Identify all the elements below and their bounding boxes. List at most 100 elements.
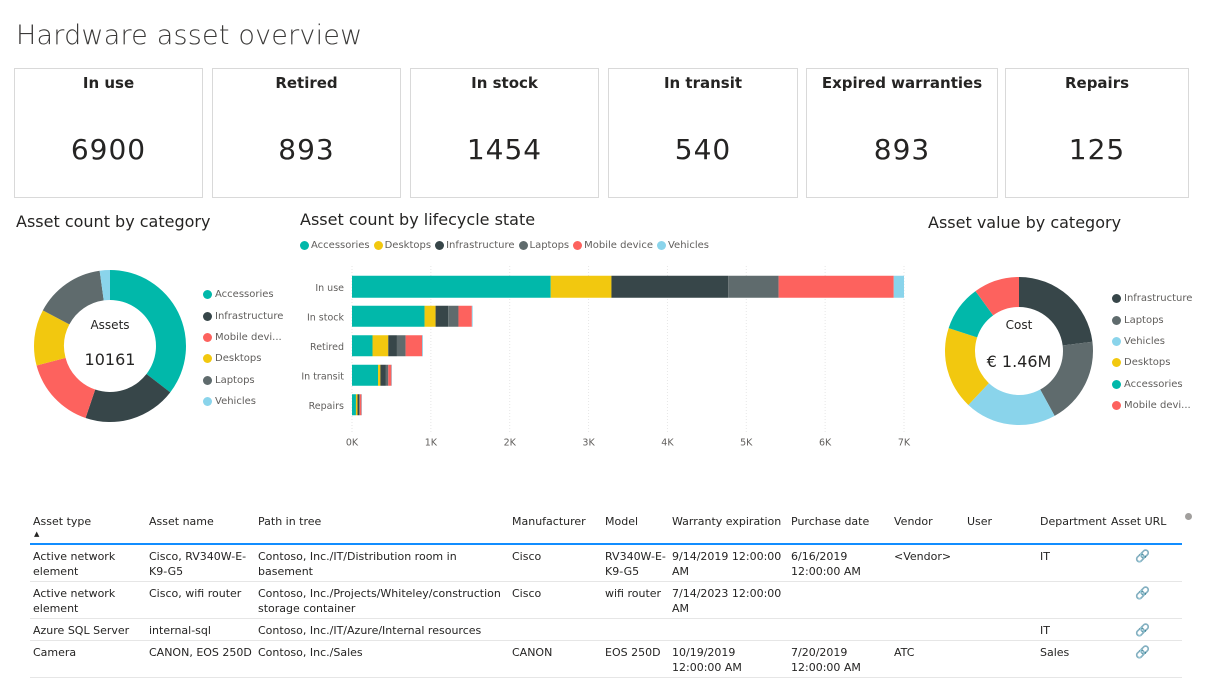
bar-segment-in-stock-desktops[interactable]	[424, 305, 436, 327]
legend-item-accessories[interactable]: Accessories	[1112, 374, 1192, 395]
donut-slice-laptops[interactable]	[42, 270, 104, 325]
bar-segment-in-use-infrastructure[interactable]	[611, 275, 729, 298]
bar-segment-in-transit-infrastructure[interactable]	[380, 364, 386, 386]
table-cell-warranty-expiration: 9/14/2019 12:00:00 AM	[669, 544, 788, 582]
legend-item-vehicles[interactable]: Vehicles	[1112, 331, 1192, 352]
column-header-warranty-expiration[interactable]: Warranty expiration	[669, 513, 788, 545]
column-header-asset-name[interactable]: Asset name	[146, 513, 255, 545]
bar-segment-in-transit-mobile-device[interactable]	[388, 364, 392, 386]
donut-slice-mobile-device[interactable]	[975, 277, 1019, 316]
legend-label: Accessories	[215, 289, 274, 301]
legend-item-mobile-device[interactable]: Mobile device	[573, 240, 653, 251]
legend-item-laptops[interactable]: Laptops	[518, 240, 569, 251]
donut-slice-vehicles[interactable]	[968, 383, 1055, 425]
bar-segment-in-use-vehicles[interactable]	[893, 275, 904, 298]
donut-slice-desktops[interactable]	[34, 310, 70, 366]
legend-item-infrastructure[interactable]: Infrastructure	[1112, 288, 1192, 309]
legend-item-desktops[interactable]: Desktops	[1112, 352, 1192, 373]
bar-segment-in-stock-accessories[interactable]	[352, 305, 425, 327]
bar-segment-retired-infrastructure[interactable]	[388, 335, 397, 357]
legend-item-vehicles[interactable]: Vehicles	[656, 240, 709, 251]
column-header-purchase-date[interactable]: Purchase date	[788, 513, 891, 545]
bar-segment-retired-desktops[interactable]	[372, 335, 389, 357]
column-header-asset-url[interactable]: Asset URL	[1108, 513, 1182, 545]
bar-segment-in-use-accessories[interactable]	[352, 275, 551, 298]
donut-slice-vehicles[interactable]	[99, 270, 110, 301]
link-icon[interactable]: 🔗	[1135, 586, 1150, 600]
donut-slice-accessories[interactable]	[948, 291, 994, 338]
link-icon[interactable]: 🔗	[1135, 623, 1150, 637]
bar-segment-in-transit-laptops[interactable]	[385, 364, 389, 386]
kpi-card-in-use[interactable]: In use 6900	[14, 68, 203, 198]
column-header-user[interactable]: User	[964, 513, 1037, 545]
bar-segment-in-use-desktops[interactable]	[550, 275, 612, 298]
bar-segment-in-stock-laptops[interactable]	[448, 305, 459, 327]
column-header-vendor[interactable]: Vendor	[891, 513, 964, 545]
lifecycle-bar-chart[interactable]: 0K 1K 2K 3K 4K 5K 6K 7K In use In stock Retired In …	[296, 258, 916, 458]
kpi-label: In stock	[471, 74, 538, 92]
bar-segment-repairs-desktops[interactable]	[355, 394, 358, 416]
donut-slice-mobile-device[interactable]	[36, 357, 96, 418]
bar-segment-in-transit-desktops[interactable]	[378, 364, 381, 386]
table-row[interactable]: Active network element Cisco, wifi router…	[30, 581, 1182, 619]
bar-segment-in-transit-accessories[interactable]	[352, 364, 379, 386]
donut-slice-desktops[interactable]	[945, 328, 989, 405]
asset-count-donut[interactable]	[30, 266, 190, 426]
donut-slice-laptops[interactable]	[1040, 341, 1093, 416]
table-cell-vendor: <Vendor>	[891, 544, 964, 582]
donut-slice-infrastructure[interactable]	[1019, 277, 1093, 346]
legend-item-mobile-devi[interactable]: Mobile devi...	[203, 327, 283, 348]
kpi-card-in-stock[interactable]: In stock 1454	[410, 68, 599, 198]
kpi-card-expired-warranties[interactable]: Expired warranties 893	[806, 68, 998, 198]
bar-segment-in-stock-infrastructure[interactable]	[435, 305, 449, 327]
bar-segment-retired-laptops[interactable]	[396, 335, 406, 357]
table-row[interactable]: Active network element Cisco, RV340W-E-K9…	[30, 544, 1182, 582]
legend-dot-icon	[1112, 379, 1121, 389]
table-cell-purchase-date	[788, 581, 891, 619]
bar-segment-retired-mobile-device[interactable]	[405, 335, 423, 357]
table-scrollbar[interactable]	[1185, 513, 1192, 520]
donut-slice-infrastructure[interactable]	[85, 374, 171, 422]
legend-item-laptops[interactable]: Laptops	[203, 370, 283, 391]
category-legend: Accessories Infrastructure Mobile devi... D…	[203, 284, 283, 412]
bar-segment-retired-accessories[interactable]	[352, 335, 373, 357]
bar-segment-repairs-accessories[interactable]	[352, 394, 356, 416]
legend-item-accessories[interactable]: Accessories	[300, 240, 370, 251]
column-header-manufacturer[interactable]: Manufacturer	[509, 513, 602, 545]
legend-item-infrastructure[interactable]: Infrastructure	[435, 240, 515, 251]
table-row[interactable]: Azure SQL Server internal-sql Contoso, Inc…	[30, 618, 1182, 641]
sort-ascending-icon[interactable]: ▲	[34, 530, 40, 538]
bar-segment-repairs-laptops[interactable]	[359, 394, 360, 416]
bar-segment-in-use-laptops[interactable]	[728, 275, 779, 298]
bar-segment-repairs-vehicles[interactable]	[361, 394, 362, 416]
legend-item-mobile-devi[interactable]: Mobile devi...	[1112, 395, 1192, 416]
column-header-path-in-tree[interactable]: Path in tree	[255, 513, 509, 545]
bar-segment-in-stock-mobile-device[interactable]	[458, 305, 472, 327]
link-icon[interactable]: 🔗	[1135, 549, 1150, 563]
donut-slice-accessories[interactable]	[110, 270, 187, 393]
legend-item-desktops[interactable]: Desktops	[373, 240, 431, 251]
legend-item-laptops[interactable]: Laptops	[1112, 309, 1192, 330]
lifecycle-legend: Accessories Desktops Infrastructure Laptops…	[300, 240, 713, 251]
bar-segment-repairs-mobile-device[interactable]	[359, 394, 362, 416]
x-tick-label: 2K	[504, 438, 517, 449]
column-header-model[interactable]: Model	[602, 513, 669, 545]
legend-dot-icon	[203, 332, 212, 342]
bar-segment-in-use-mobile-device[interactable]	[778, 275, 894, 298]
column-header-asset-type[interactable]: Asset type ▲	[30, 513, 146, 545]
asset-value-donut[interactable]	[944, 276, 1094, 426]
legend-item-infrastructure[interactable]: Infrastructure	[203, 305, 283, 326]
legend-item-vehicles[interactable]: Vehicles	[203, 391, 283, 412]
table-row[interactable]: Camera CANON, EOS 250D Contoso, Inc./Sales…	[30, 640, 1182, 678]
bar-segment-in-transit-vehicles[interactable]	[391, 364, 392, 386]
kpi-card-in-transit[interactable]: In transit 540	[608, 68, 798, 198]
legend-item-desktops[interactable]: Desktops	[203, 348, 283, 369]
bar-segment-in-stock-vehicles[interactable]	[471, 305, 473, 327]
kpi-card-retired[interactable]: Retired 893	[212, 68, 401, 198]
legend-item-accessories[interactable]: Accessories	[203, 284, 283, 305]
kpi-card-repairs[interactable]: Repairs 125	[1005, 68, 1189, 198]
bar-segment-retired-vehicles[interactable]	[422, 335, 423, 357]
link-icon[interactable]: 🔗	[1135, 645, 1150, 659]
column-header-department[interactable]: Department	[1037, 513, 1108, 545]
bar-segment-repairs-infrastructure[interactable]	[357, 394, 360, 416]
